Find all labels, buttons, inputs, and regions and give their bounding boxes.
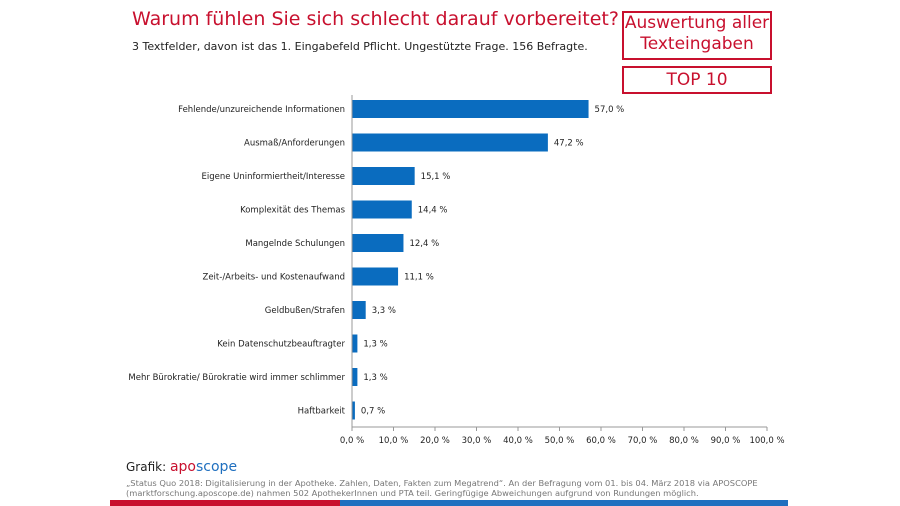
value-label: 14,4 % bbox=[418, 206, 448, 216]
x-tick-label: 100,0 % bbox=[749, 436, 784, 446]
x-tick-label: 50,0 % bbox=[545, 436, 575, 446]
bar bbox=[352, 167, 415, 185]
category-label: Zeit-/Arbeits- und Kostenaufwand bbox=[203, 273, 346, 283]
footer-stripe-red bbox=[110, 500, 340, 506]
bar bbox=[352, 401, 355, 420]
source-note: „Status Quo 2018: Digitalisierung in der… bbox=[126, 478, 758, 498]
chart-title: Warum fühlen Sie sich schlecht darauf vo… bbox=[132, 8, 619, 30]
x-tick-label: 10,0 % bbox=[379, 436, 409, 446]
top10-box: TOP 10 bbox=[622, 66, 772, 94]
category-label: Mehr Bürokratie/ Bürokratie wird immer s… bbox=[128, 373, 345, 383]
category-label: Kein Datenschutzbeauftragter bbox=[217, 340, 345, 350]
x-tick-label: 70,0 % bbox=[628, 436, 658, 446]
bar bbox=[352, 267, 399, 286]
value-label: 15,1 % bbox=[421, 172, 451, 182]
box-line-2: Texteingaben bbox=[640, 34, 754, 54]
x-tick-label: 60,0 % bbox=[586, 436, 616, 446]
bar bbox=[352, 133, 548, 152]
value-label: 12,4 % bbox=[409, 239, 439, 249]
x-tick-label: 40,0 % bbox=[503, 436, 533, 446]
aposcope-logo: aposcope bbox=[170, 459, 237, 475]
bar bbox=[352, 200, 412, 219]
evaluation-box: Auswertung aller Texteingaben bbox=[622, 11, 772, 60]
category-label: Ausmaß/Anforderungen bbox=[244, 139, 345, 149]
value-label: 1,3 % bbox=[363, 373, 387, 383]
x-tick-label: 90,0 % bbox=[711, 436, 741, 446]
bar bbox=[352, 334, 358, 353]
box-line-1: Auswertung aller bbox=[624, 13, 770, 33]
category-label: Eigene Uninformiertheit/Interesse bbox=[201, 172, 345, 182]
value-label: 0,7 % bbox=[361, 407, 385, 417]
category-label: Komplexität des Themas bbox=[240, 206, 345, 216]
x-tick-label: 0,0 % bbox=[340, 436, 364, 446]
logo-part-scope: scope bbox=[196, 459, 238, 475]
category-label: Haftbarkeit bbox=[298, 407, 346, 417]
x-tick-label: 80,0 % bbox=[669, 436, 699, 446]
x-tick-label: 30,0 % bbox=[462, 436, 492, 446]
footer-stripe-blue bbox=[340, 500, 788, 506]
category-label: Geldbußen/Strafen bbox=[265, 306, 345, 316]
grafik-label: Grafik: bbox=[126, 460, 167, 474]
value-label: 57,0 % bbox=[595, 105, 625, 115]
grafik-credit: Grafik: aposcope bbox=[126, 459, 237, 475]
bar bbox=[352, 234, 404, 252]
value-label: 3,3 % bbox=[372, 306, 396, 316]
logo-part-apo: apo bbox=[169, 459, 196, 475]
category-label: Fehlende/unzureichende Informationen bbox=[178, 105, 345, 115]
bar bbox=[352, 368, 358, 386]
bar bbox=[352, 100, 589, 118]
chart-subtitle: 3 Textfelder, davon ist das 1. Eingabefe… bbox=[132, 40, 588, 53]
value-label: 11,1 % bbox=[404, 273, 434, 283]
value-label: 1,3 % bbox=[363, 340, 387, 350]
x-tick-label: 20,0 % bbox=[420, 436, 450, 446]
category-label: Mangelnde Schulungen bbox=[245, 239, 345, 249]
value-label: 47,2 % bbox=[554, 139, 584, 149]
bar bbox=[352, 301, 366, 319]
